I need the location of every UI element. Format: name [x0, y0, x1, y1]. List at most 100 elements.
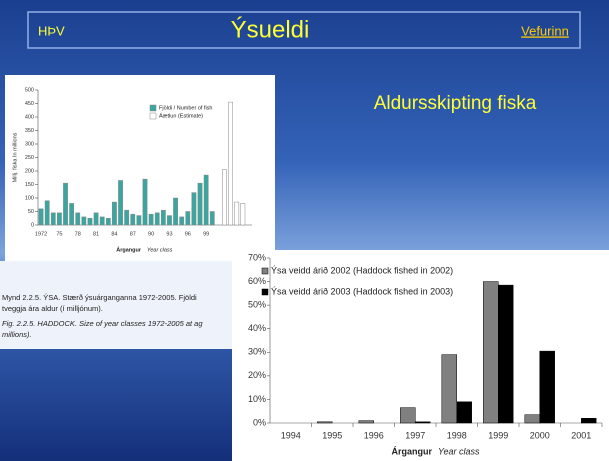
caption: tveggja ára aldur (í milljónum). — [2, 304, 103, 313]
x-axis-label-note: Year class — [147, 247, 173, 253]
x-axis-label: Árgangur — [116, 246, 142, 253]
x-axis-label-note: Year class — [438, 446, 480, 456]
bar — [524, 414, 540, 424]
bar — [87, 218, 93, 226]
bar — [415, 421, 431, 424]
x-tick-label: 1972 — [35, 231, 47, 237]
bar — [197, 182, 203, 226]
y-tick-label: 40% — [248, 323, 266, 333]
legend-label: Ýsa veidd árið 2003 (Haddock fished in 2… — [271, 286, 453, 296]
x-tick-label: 1997 — [405, 430, 425, 440]
y-tick-label: 60% — [248, 276, 266, 286]
bar — [63, 182, 68, 226]
x-tick-label: 2000 — [530, 430, 550, 440]
legend-label: Áætlun (Estimate) — [159, 112, 203, 119]
y-tick-label: 20% — [248, 370, 266, 380]
x-tick-label: 1995 — [322, 430, 342, 440]
header-left: HÞV — [38, 23, 65, 38]
bar — [400, 407, 416, 424]
bar — [142, 178, 148, 226]
x-axis-label: Árgangur — [392, 446, 433, 456]
y-tick-label: 50% — [248, 300, 266, 310]
bar — [148, 213, 154, 226]
y-tick-label: 70% — [248, 252, 266, 262]
bar — [160, 209, 166, 226]
bar — [130, 213, 136, 226]
bar — [167, 215, 172, 226]
bar — [209, 211, 215, 226]
y-tick-label: 350 — [25, 128, 34, 134]
legend-swatch — [149, 104, 157, 112]
x-tick-label: 87 — [130, 231, 136, 237]
caption: millions). — [2, 330, 32, 339]
y-tick-label: 0 — [31, 222, 34, 228]
bar — [81, 216, 87, 226]
x-tick-label: 1996 — [364, 430, 384, 440]
subtitle: Aldursskipting fiska — [374, 93, 537, 114]
legend-label: Fjöldi / Number of fish — [159, 105, 213, 111]
bar — [179, 216, 185, 226]
bar — [234, 201, 240, 226]
bar — [456, 401, 472, 424]
caption: Mynd 2.2.5. ÝSA. Stærð ýsuárganganna 197… — [2, 293, 197, 302]
legend-label: Ýsa veidd árið 2002 (Haddock fished in 2… — [271, 265, 453, 275]
y-tick-label: 100 — [25, 195, 34, 201]
bar — [75, 212, 81, 226]
bar — [498, 284, 514, 424]
bar — [154, 212, 160, 226]
caption-panel — [0, 261, 255, 349]
x-tick-label: 84 — [111, 231, 117, 237]
bar — [99, 216, 105, 226]
bar — [50, 212, 56, 226]
legend-swatch — [149, 112, 157, 120]
y-tick-label: 50 — [28, 209, 34, 215]
legend-swatch — [261, 267, 269, 275]
bar — [112, 201, 117, 226]
y-tick-label: 400 — [25, 114, 34, 120]
y-tick-label: 10% — [248, 394, 266, 404]
bar — [441, 354, 457, 424]
y-tick-label: 200 — [25, 168, 34, 174]
header-link[interactable]: Vefurinn — [521, 23, 569, 38]
bar — [240, 203, 246, 226]
y-tick-label: 300 — [25, 141, 34, 147]
y-tick-label: 0% — [253, 417, 266, 427]
y-axis-label: Millj. fiska In millions — [12, 132, 18, 182]
bar — [222, 169, 227, 226]
bar — [185, 211, 191, 226]
bar — [136, 215, 142, 226]
x-tick-label: 2001 — [571, 430, 591, 440]
bar — [105, 218, 111, 226]
bar — [44, 200, 50, 226]
header-frame — [27, 11, 581, 49]
bar — [358, 420, 374, 424]
y-tick-label: 30% — [248, 347, 266, 357]
bar — [38, 208, 44, 226]
x-tick-label: 81 — [93, 231, 99, 237]
y-tick-label: 450 — [25, 101, 34, 107]
bar — [118, 180, 123, 226]
bar — [93, 212, 99, 226]
caption: Fig. 2.2.5. HADDOCK. Size of year classe… — [2, 319, 203, 328]
x-tick-label: 90 — [148, 231, 154, 237]
x-tick-label: 1994 — [281, 430, 301, 440]
bar — [69, 203, 75, 226]
x-tick-label: 1998 — [447, 430, 467, 440]
y-tick-label: 250 — [25, 155, 34, 161]
bar — [173, 197, 178, 226]
bar — [581, 418, 597, 424]
bar — [539, 350, 555, 424]
bar — [57, 212, 62, 226]
header-title: Ýsueldi — [231, 16, 310, 43]
bar — [228, 101, 233, 226]
y-tick-label: 150 — [25, 182, 34, 188]
bar — [191, 192, 197, 226]
bar — [203, 174, 209, 226]
bar — [483, 281, 499, 424]
legend-swatch — [261, 288, 269, 296]
x-tick-label: 93 — [166, 231, 172, 237]
x-tick-label: 75 — [56, 231, 62, 237]
y-tick-label: 500 — [25, 87, 34, 93]
